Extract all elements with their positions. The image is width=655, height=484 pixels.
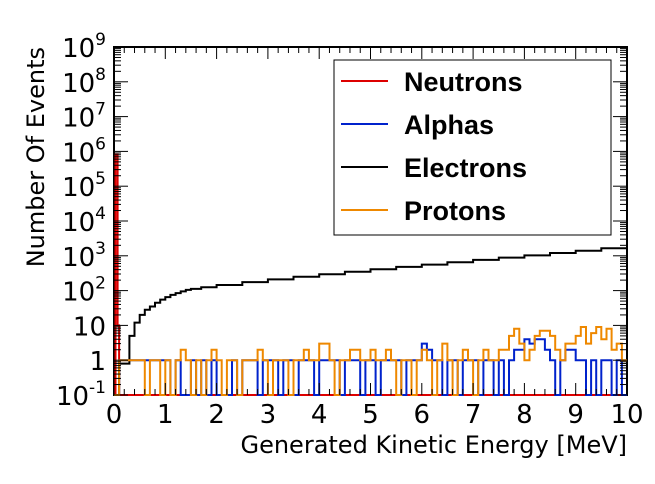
y-tick-label: 10 [73,312,106,342]
legend-label-alphas: Alphas [404,110,494,140]
x-tick-label: 7 [465,400,482,430]
legend-label-electrons: Electrons [404,153,527,183]
x-tick-label: 0 [106,400,123,430]
legend: Neutrons Alphas Electrons Protons [333,59,612,236]
x-tick-label: 6 [414,400,431,430]
y-tick-label: 109 [62,30,106,64]
x-tick-label: 10 [610,400,643,430]
x-tick-label: 1 [157,400,174,430]
legend-label-protons: Protons [404,196,506,226]
x-tick-label: 2 [208,400,225,430]
y-tick-label: 108 [62,65,106,99]
x-tick-label: 9 [567,400,584,430]
x-tick-label: 4 [311,400,328,430]
x-axis-title: Generated Kinetic Energy [MeV] [240,431,627,459]
y-tick-label: 105 [62,169,106,203]
legend-label-neutrons: Neutrons [404,67,523,97]
y-tick-label: 10-1 [56,378,106,412]
series-electrons [114,245,628,396]
legend-box [333,59,612,236]
axis-layer: 0 1 2 3 4 5 6 7 8 9 1010-1110102103104105106107108… [56,30,644,430]
y-tick-label: 102 [62,274,106,308]
y-tick-label: 1 [89,347,106,377]
y-axis-title: Number Of Events [22,47,50,267]
x-tick-label: 8 [516,400,533,430]
y-tick-label: 106 [62,134,106,168]
series-protons [114,326,627,396]
y-tick-label: 103 [62,239,106,273]
x-tick-label: 5 [362,400,379,430]
x-tick-label: 3 [260,400,277,430]
y-tick-label: 107 [62,100,106,134]
y-tick-label: 104 [62,204,106,238]
